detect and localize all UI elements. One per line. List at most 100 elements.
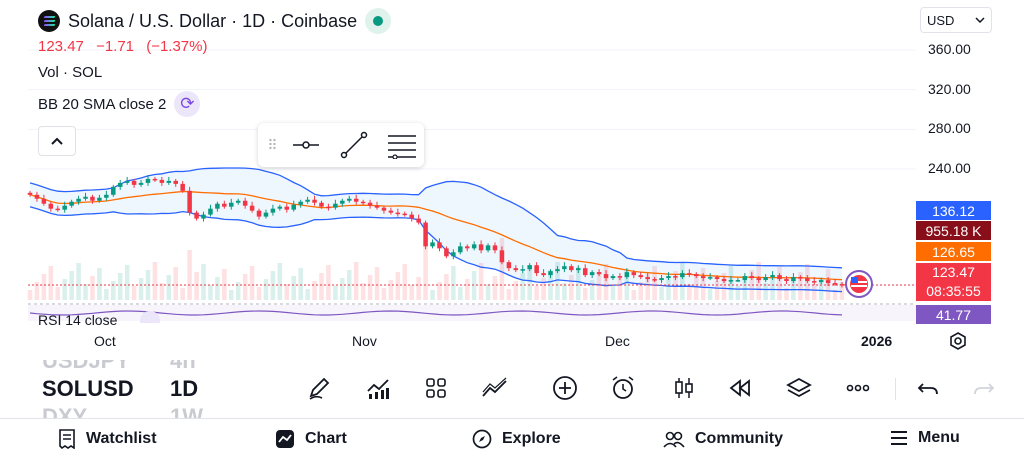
symbol-option[interactable]: DXY <box>42 404 88 418</box>
currency-value: USD <box>927 12 955 28</box>
alarm-icon[interactable] <box>609 374 637 402</box>
volume-bar <box>104 289 109 300</box>
candle <box>714 277 720 280</box>
volume-bar <box>69 271 74 300</box>
candle <box>263 212 269 217</box>
rsi-refresh-icon[interactable] <box>140 311 160 323</box>
add-circle-icon[interactable] <box>551 374 579 402</box>
currency-select[interactable]: USD <box>920 7 992 33</box>
horizontal-ray-tool[interactable] <box>284 127 328 163</box>
rsi-badge: 41.77 <box>916 305 991 324</box>
candle <box>451 252 456 257</box>
drawing-toolbar[interactable]: ⠿ <box>258 123 424 167</box>
nav-chart-label: Chart <box>305 430 347 447</box>
volume-bar <box>409 285 414 300</box>
us-flag-icon[interactable] <box>845 270 873 298</box>
volume-bar <box>444 274 449 300</box>
volume-bar <box>464 279 470 300</box>
nav-community[interactable]: Community <box>663 429 783 449</box>
volume-indicator-legend[interactable]: Vol · SOL <box>38 62 102 82</box>
refresh-icon[interactable]: ⟳ <box>174 91 201 117</box>
volume-bar <box>215 277 220 300</box>
bb-band-fill <box>30 168 842 292</box>
parallel-channel-tool[interactable] <box>380 127 424 163</box>
symbol-picker[interactable]: USDJPY SOLUSD DXY 4h 1D 1W <box>42 360 212 418</box>
undo-icon[interactable] <box>914 374 942 402</box>
x-tick-label: 2026 <box>861 333 893 349</box>
volume-bar <box>735 286 741 300</box>
nav-watchlist-label: Watchlist <box>86 430 157 447</box>
volume-bar <box>312 281 317 300</box>
timeframe-option[interactable]: 4h <box>170 360 196 373</box>
volume-bar <box>784 288 789 300</box>
solana-logo-icon <box>38 10 60 32</box>
symbol-option-selected[interactable]: SOLUSD <box>42 376 134 401</box>
volume-bar <box>173 267 178 300</box>
market-status-icon[interactable] <box>365 8 392 34</box>
volume-bar <box>798 272 803 300</box>
trend-line-tool[interactable] <box>332 127 376 163</box>
chevron-up-icon <box>51 137 63 145</box>
candle <box>229 202 234 207</box>
chart-line-icon[interactable] <box>364 374 392 402</box>
channel-lines-icon <box>388 135 416 159</box>
candle <box>145 178 151 183</box>
volume-bar <box>194 272 199 300</box>
symbol-title[interactable]: Solana / U.S. Dollar · 1D · Coinbase <box>68 10 358 31</box>
candles-icon[interactable] <box>670 374 698 402</box>
rsi-legend[interactable]: RSI 14 close <box>38 312 117 326</box>
candle <box>721 279 727 282</box>
drag-handle-icon[interactable]: ⠿ <box>267 136 277 153</box>
bb-indicator-legend[interactable]: BB 20 SMA close 2 ⟳ <box>38 91 201 117</box>
volume-bar <box>235 282 241 300</box>
chevron-down-icon <box>975 17 985 23</box>
chart-settings-gear-icon[interactable] <box>948 331 968 351</box>
volume-bar <box>478 263 484 300</box>
candle <box>458 246 463 253</box>
x-tick-label: Dec <box>605 333 630 349</box>
nav-menu[interactable]: Menu <box>890 429 960 447</box>
volume-bar <box>340 278 345 300</box>
volume-bar <box>111 281 116 300</box>
candle <box>416 218 421 223</box>
volume-badge: 955.18 K <box>916 221 991 240</box>
replay-icon[interactable] <box>726 374 754 402</box>
nav-watchlist[interactable]: Watchlist <box>58 429 157 449</box>
nav-chart[interactable]: Chart <box>275 429 347 449</box>
chart-area[interactable]: Solana / U.S. Dollar · 1D · Coinbase 123… <box>0 0 1024 360</box>
candle <box>624 272 630 278</box>
grid-icon[interactable] <box>422 374 450 402</box>
volume-bar <box>305 289 310 300</box>
candle <box>444 248 449 257</box>
volume-bar <box>367 275 373 300</box>
layers-icon[interactable] <box>785 374 813 402</box>
bb-basis-badge: 126.65 <box>916 242 991 261</box>
volume-bar <box>818 277 824 300</box>
collapse-legend-button[interactable] <box>38 126 76 156</box>
symbol-header[interactable]: Solana / U.S. Dollar · 1D · Coinbase <box>38 8 392 34</box>
candle <box>582 268 588 276</box>
y-tick-label: 360.00 <box>928 41 971 57</box>
redo-icon[interactable] <box>970 374 998 402</box>
symbol-option[interactable]: USDJPY <box>42 360 131 373</box>
volume-bar <box>582 288 588 300</box>
price-chart[interactable] <box>0 0 1024 360</box>
candle <box>506 262 512 269</box>
volume-bar <box>97 268 102 300</box>
volume-bar <box>506 289 512 300</box>
candle <box>83 196 88 199</box>
candle <box>340 200 345 204</box>
nav-explore[interactable]: Explore <box>472 429 561 449</box>
rsi-band <box>28 305 916 321</box>
line-tool-icon[interactable] <box>481 374 509 402</box>
volume-bar <box>208 285 213 300</box>
candle <box>367 202 373 206</box>
toolbar-divider <box>895 378 896 400</box>
pencil-icon[interactable] <box>305 374 333 402</box>
timeframe-option[interactable]: 1W <box>170 404 203 418</box>
more-icon[interactable] <box>844 374 872 402</box>
volume-bar <box>520 273 526 300</box>
timeframe-option-selected[interactable]: 1D <box>170 376 199 401</box>
bb-upper-line <box>29 167 843 269</box>
candle <box>603 274 609 279</box>
